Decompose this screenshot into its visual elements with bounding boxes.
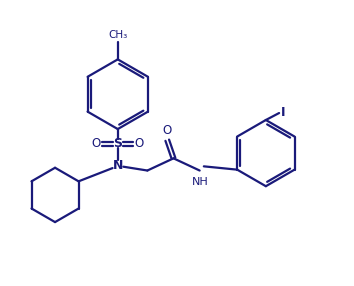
Text: NH: NH bbox=[192, 177, 209, 187]
Text: O: O bbox=[162, 124, 172, 137]
Text: N: N bbox=[113, 159, 123, 172]
Text: O: O bbox=[135, 137, 144, 150]
Text: O: O bbox=[92, 137, 101, 150]
Text: I: I bbox=[281, 106, 286, 119]
Text: CH₃: CH₃ bbox=[108, 29, 127, 39]
Text: S: S bbox=[113, 137, 122, 150]
